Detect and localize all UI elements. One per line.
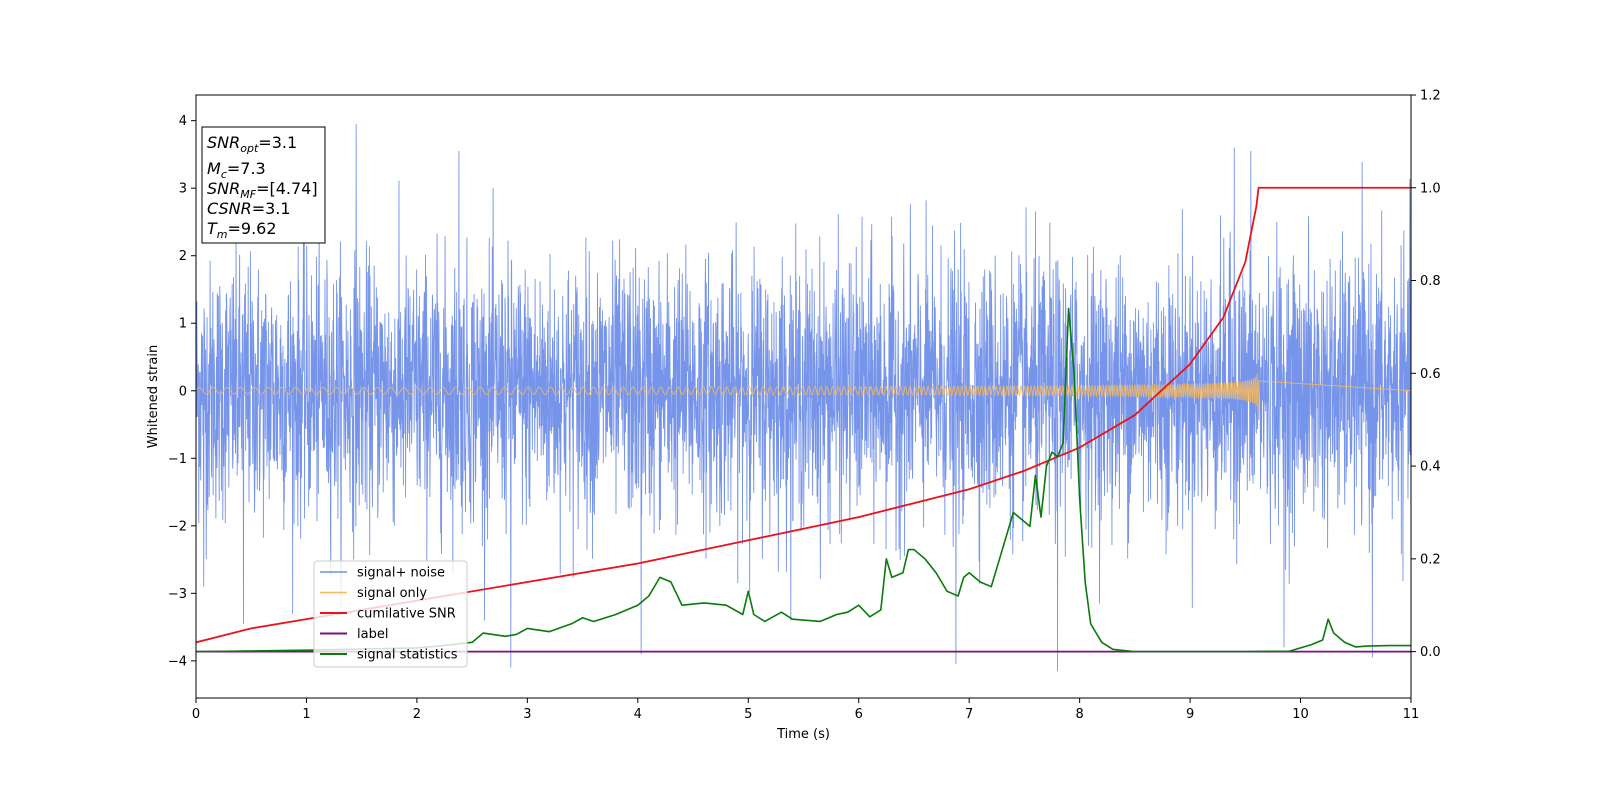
x-tick-label: 7 bbox=[965, 707, 973, 722]
ticks: 0 1 2 3 4 5 6 7 8 9 10 11 −4 −3 −2 −1 0 1 2 3 4 0.0 0.2 0.4 0.6 0… bbox=[168, 89, 1441, 723]
legend-frame bbox=[313, 560, 468, 668]
annotation-box: SNRopt=3.1 Mc=7.3SNRMF=[4.74]CSNR=3.1Tm=9… bbox=[201, 126, 326, 244]
series-signal-only-line bbox=[196, 373, 1411, 413]
y-left-tick-label: −3 bbox=[168, 587, 187, 602]
y-right-tick-label: 0.2 bbox=[1420, 552, 1441, 567]
legend: signal+ noise signal only cumilative SNR la… bbox=[313, 560, 468, 668]
x-axis-label: Time (s) bbox=[776, 727, 830, 742]
annotation-line: Tm=9.62 bbox=[207, 219, 277, 241]
y-left-tick-label: −2 bbox=[168, 519, 187, 534]
x-tick-label: 5 bbox=[744, 707, 752, 722]
axes-frame bbox=[195, 94, 1412, 699]
series-signal-noise-line bbox=[196, 124, 1411, 671]
legend-entry: cumilative SNR bbox=[357, 607, 456, 622]
y-right-tick-label: 0.0 bbox=[1420, 645, 1441, 660]
y-left-tick-label: −1 bbox=[168, 452, 187, 467]
y-right-tick-label: 1.0 bbox=[1420, 181, 1441, 196]
x-tick-label: 11 bbox=[1403, 707, 1420, 722]
y-right-tick-label: 1.2 bbox=[1420, 89, 1441, 104]
y-right-tick-label: 0.8 bbox=[1420, 274, 1441, 289]
x-tick-label: 10 bbox=[1292, 707, 1309, 722]
series-signal-statistics-line bbox=[196, 307, 1411, 653]
annotation-line: CSNR=3.1 bbox=[207, 199, 291, 218]
x-tick-label: 9 bbox=[1186, 707, 1194, 722]
x-tick-label: 0 bbox=[192, 707, 200, 722]
y-left-tick-label: 2 bbox=[179, 249, 187, 264]
y-left-tick-label: −4 bbox=[168, 654, 187, 669]
y-right-tick-label: 0.6 bbox=[1420, 367, 1441, 382]
y-left-tick-label: 3 bbox=[179, 182, 187, 197]
y-left-tick-label: 4 bbox=[179, 114, 187, 129]
annotation-line: Mc=7.3 bbox=[207, 159, 266, 181]
y-left-tick-label: 0 bbox=[179, 384, 187, 399]
y-right-tick-label: 0.4 bbox=[1420, 460, 1441, 475]
x-tick-label: 1 bbox=[302, 707, 310, 722]
y-axis-label: Whitened strain bbox=[146, 345, 161, 448]
annotation-frame bbox=[201, 126, 326, 244]
legend-entry: signal only bbox=[357, 586, 427, 601]
annotation-line: SNRMF=[4.74] bbox=[207, 179, 318, 201]
legend-entry: signal statistics bbox=[357, 648, 458, 663]
x-tick-label: 8 bbox=[1075, 707, 1083, 722]
x-tick-label: 2 bbox=[413, 707, 421, 722]
annotation-line: SNRopt=3.1 bbox=[207, 133, 297, 155]
x-tick-label: 6 bbox=[855, 707, 863, 722]
y-left-tick-label: 1 bbox=[179, 317, 187, 332]
x-tick-label: 3 bbox=[523, 707, 531, 722]
legend-entry: signal+ noise bbox=[357, 566, 445, 581]
x-tick-label: 4 bbox=[634, 707, 642, 722]
legend-entry: label bbox=[357, 627, 388, 642]
